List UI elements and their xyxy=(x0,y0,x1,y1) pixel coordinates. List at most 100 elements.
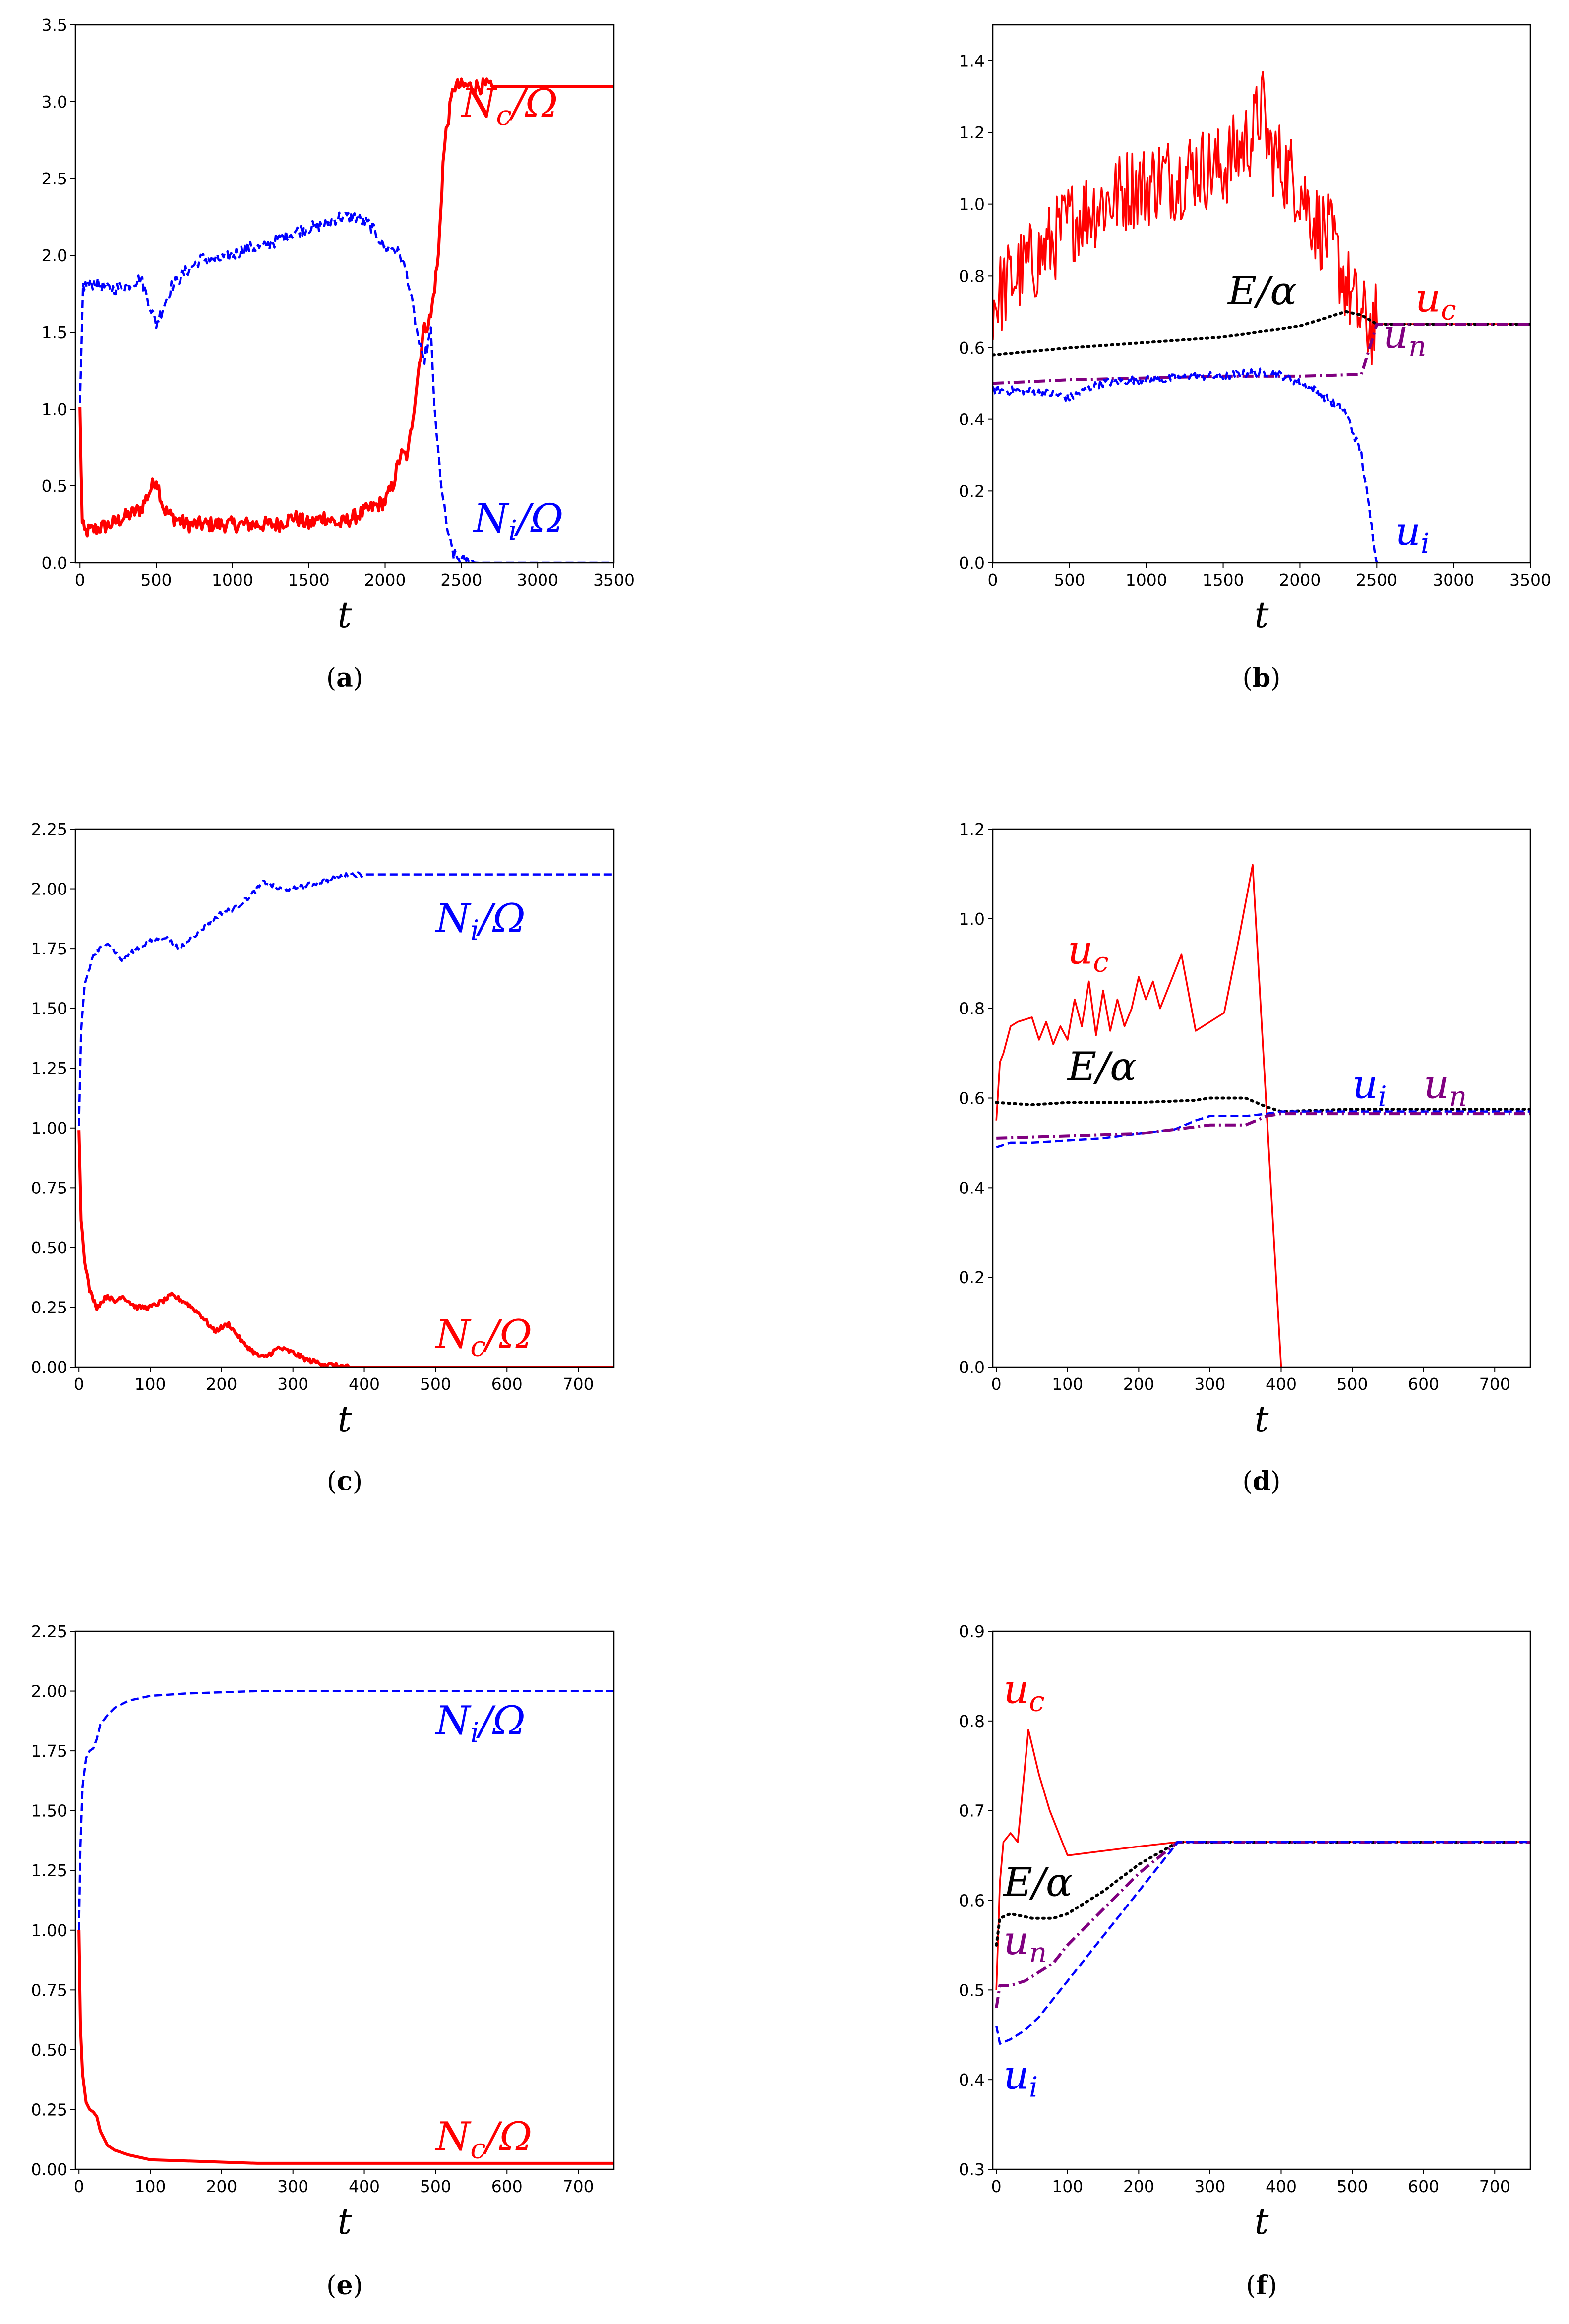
x-axis-label: t xyxy=(1255,2201,1269,2242)
x-axis-label: t xyxy=(338,1398,353,1440)
series-line-N_i/Ω xyxy=(78,211,614,563)
series-line-N_c/Ω xyxy=(77,1930,614,2165)
x-tick-label: 0 xyxy=(991,2177,1002,2196)
y-tick-label: 0.0 xyxy=(959,553,985,573)
plot-frame xyxy=(74,828,615,1368)
y-tick-label: 1.0 xyxy=(959,195,985,214)
x-tick-label: 3000 xyxy=(1433,570,1474,590)
y-tick-label: 0.00 xyxy=(31,2160,67,2179)
y-tick-label: 1.2 xyxy=(959,123,985,142)
y-tick-label: 1.25 xyxy=(31,1861,67,1880)
series-label: uc xyxy=(1415,275,1456,327)
series-line-N_i/Ω xyxy=(77,871,614,1126)
series-line-E/α xyxy=(995,1841,1530,1947)
y-tick-label: 2.25 xyxy=(31,820,67,839)
x-tick-label: 1500 xyxy=(288,570,330,590)
series-line-u_i xyxy=(996,1110,1530,1149)
y-tick-label: 0.2 xyxy=(959,1268,985,1287)
panel-caption: (c) xyxy=(327,1466,362,1496)
x-tick-label: 400 xyxy=(1266,2177,1297,2196)
x-tick-label: 0 xyxy=(988,570,998,590)
x-tick-label: 300 xyxy=(277,1374,308,1394)
series-label: ui xyxy=(1352,1062,1387,1113)
x-tick-label: 2500 xyxy=(1356,570,1397,590)
y-tick-label: 0.3 xyxy=(959,2160,985,2179)
series-line-u_i xyxy=(993,367,1378,563)
series-label: Ni/Ω xyxy=(434,1697,525,1749)
series-line-u_c xyxy=(995,864,1282,1367)
x-tick-label: 0 xyxy=(74,2177,84,2196)
x-tick-label: 400 xyxy=(1266,1374,1297,1394)
y-tick-label: 0.6 xyxy=(959,338,985,358)
x-tick-label: 200 xyxy=(1123,2177,1154,2196)
x-tick-label: 2500 xyxy=(440,570,482,590)
x-tick-label: 300 xyxy=(277,2177,308,2196)
x-tick-label: 600 xyxy=(491,2177,523,2196)
panel-e: 0 100 200 300 400 500 600 700 0.00 0.25 0.50 0.75 1.… xyxy=(31,1622,615,2301)
x-tick-label: 600 xyxy=(1408,2177,1439,2196)
y-tick-label: 1.00 xyxy=(31,1921,67,1940)
series-label: E/α xyxy=(1003,1859,1073,1905)
x-tick-label: 500 xyxy=(1054,570,1085,590)
y-tick-label: 1.2 xyxy=(959,820,985,839)
x-tick-label: 3000 xyxy=(517,570,558,590)
x-tick-label: 300 xyxy=(1194,1374,1225,1394)
x-tick-label: 700 xyxy=(1479,2177,1510,2196)
y-tick-label: 0.6 xyxy=(959,1891,985,1910)
y-tick-label: 1.25 xyxy=(31,1059,67,1078)
y-tick-label: 2.00 xyxy=(31,880,67,899)
x-tick-label: 500 xyxy=(1337,1374,1368,1394)
y-tick-label: 1.0 xyxy=(959,909,985,929)
x-tick-label: 0 xyxy=(75,570,85,590)
x-tick-label: 700 xyxy=(563,2177,594,2196)
series-line-u_i xyxy=(995,1841,1530,2045)
x-tick-label: 3500 xyxy=(1509,570,1551,590)
x-tick-label: 100 xyxy=(1052,1374,1083,1394)
y-tick-label: 0.4 xyxy=(959,2070,985,2089)
y-tick-label: 0.5 xyxy=(959,1980,985,2000)
y-tick-label: 0.8 xyxy=(959,999,985,1018)
series-line-u_n xyxy=(996,1112,1530,1140)
y-tick-label: 0.25 xyxy=(31,2100,67,2119)
x-tick-label: 0 xyxy=(991,1374,1002,1394)
x-tick-label: 200 xyxy=(206,1374,237,1394)
y-tick-label: 1.75 xyxy=(31,939,67,958)
y-tick-label: 3.0 xyxy=(42,92,67,112)
x-tick-label: 400 xyxy=(349,1374,380,1394)
y-tick-label: 2.0 xyxy=(42,246,67,265)
x-axis-label: t xyxy=(338,594,353,636)
y-tick-label: 0.6 xyxy=(959,1089,985,1108)
x-tick-label: 0 xyxy=(74,1374,84,1394)
x-tick-label: 500 xyxy=(420,2177,451,2196)
y-tick-label: 0.8 xyxy=(959,1712,985,1731)
y-tick-label: 1.4 xyxy=(959,51,985,70)
x-tick-label: 2000 xyxy=(1279,570,1321,590)
y-tick-label: 1.00 xyxy=(31,1119,67,1138)
y-tick-label: 0.4 xyxy=(959,1178,985,1197)
x-tick-label: 1000 xyxy=(1126,570,1167,590)
y-tick-label: 0.2 xyxy=(959,481,985,501)
x-tick-label: 100 xyxy=(135,2177,166,2196)
x-tick-label: 200 xyxy=(206,2177,237,2196)
x-tick-label: 3500 xyxy=(593,570,635,590)
series-label: Nc/Ω xyxy=(460,80,558,132)
plot-frame xyxy=(992,828,1531,1368)
series-label: ui xyxy=(1395,508,1429,560)
x-tick-label: 600 xyxy=(1408,1374,1439,1394)
x-tick-label: 600 xyxy=(491,1374,523,1394)
y-tick-label: 0.50 xyxy=(31,1238,67,1257)
y-tick-label: 1.50 xyxy=(31,999,67,1018)
x-tick-label: 700 xyxy=(1479,1374,1510,1394)
series-label: ui xyxy=(1004,2052,1038,2103)
series-line-u_c xyxy=(995,1729,1530,1990)
series-label: uc xyxy=(1004,1667,1045,1718)
x-axis-label: t xyxy=(338,2201,353,2242)
series-line-N_c/Ω xyxy=(78,77,614,538)
panel-d: 0 100 200 300 400 500 600 700 0.0 0.2 0.4 0.6 0.8 1.0… xyxy=(959,820,1531,1496)
x-tick-label: 100 xyxy=(135,1374,166,1394)
panel-caption: (d) xyxy=(1243,1466,1281,1496)
series-label: un xyxy=(1383,311,1427,362)
y-tick-label: 1.5 xyxy=(42,323,67,342)
panel-caption: (b) xyxy=(1243,663,1281,693)
